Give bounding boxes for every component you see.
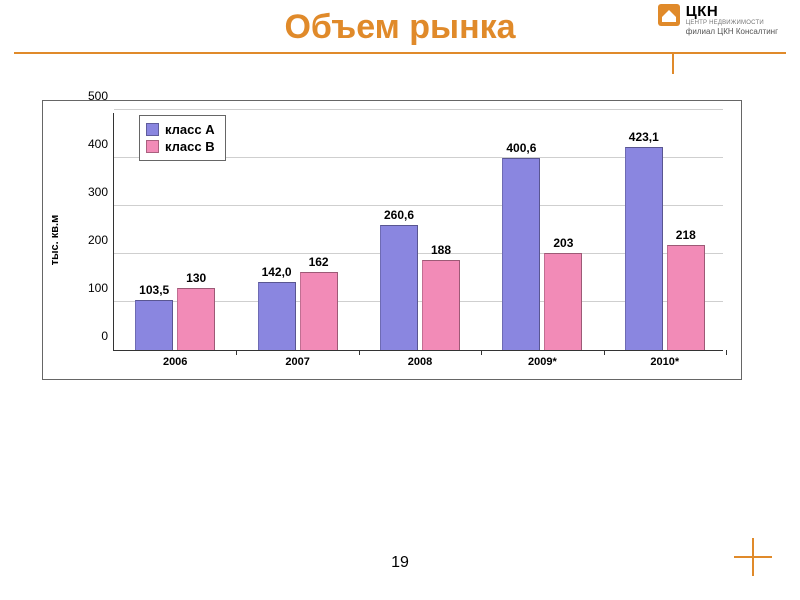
header-vertical-rule xyxy=(672,54,674,74)
logo-sub2-text: филиал ЦКН Консалтинг xyxy=(686,28,778,36)
logo-main-text: ЦКН xyxy=(686,4,778,20)
legend-item: класс А xyxy=(146,122,215,137)
bar: 203 xyxy=(544,253,582,350)
x-tick-mark xyxy=(236,350,237,355)
logo-sub1-text: ЦЕНТР НЕДВИЖИМОСТИ xyxy=(686,20,778,26)
x-tick-mark xyxy=(481,350,482,355)
gridline xyxy=(114,109,723,110)
y-tick-label: 300 xyxy=(88,185,114,199)
brand-logo: ЦКН ЦЕНТР НЕДВИЖИМОСТИ филиал ЦКН Консал… xyxy=(658,4,778,36)
house-icon xyxy=(658,4,680,26)
bar-group: 423,1218 xyxy=(625,147,705,350)
bar: 142,0 xyxy=(258,282,296,350)
y-tick-label: 100 xyxy=(88,281,114,295)
bar: 188 xyxy=(422,260,460,350)
y-axis-label: тыс. кв.м xyxy=(49,215,61,265)
bar-value-label: 400,6 xyxy=(506,141,536,159)
bar-value-label: 423,1 xyxy=(629,130,659,148)
y-tick-label: 500 xyxy=(88,89,114,103)
x-tick-mark xyxy=(359,350,360,355)
bar: 103,5 xyxy=(135,300,173,350)
bar-group: 260,6188 xyxy=(380,225,460,350)
chart-legend: класс А класс В xyxy=(139,115,226,161)
bar: 423,1 xyxy=(625,147,663,350)
bar-value-label: 130 xyxy=(186,271,206,289)
bar-value-label: 218 xyxy=(676,228,696,246)
x-tick-mark xyxy=(726,350,727,355)
x-tick-label: 2009* xyxy=(528,350,557,368)
bar-group: 400,6203 xyxy=(502,158,582,350)
y-tick-label: 400 xyxy=(88,137,114,151)
corner-cross-icon xyxy=(734,538,772,576)
bar-value-label: 188 xyxy=(431,243,451,261)
legend-label: класс В xyxy=(165,139,215,154)
y-tick-label: 200 xyxy=(88,233,114,247)
bar: 162 xyxy=(300,272,338,350)
bar: 130 xyxy=(177,288,215,350)
bar: 218 xyxy=(667,245,705,350)
x-tick-label: 2006 xyxy=(163,350,187,368)
x-tick-label: 2010* xyxy=(650,350,679,368)
legend-item: класс В xyxy=(146,139,215,154)
bar: 260,6 xyxy=(380,225,418,350)
bar-group: 103,5130 xyxy=(135,288,215,350)
market-volume-chart: тыс. кв.м 0100200300400500103,5130200614… xyxy=(42,100,742,380)
legend-swatch xyxy=(146,123,159,136)
bar-value-label: 142,0 xyxy=(262,265,292,283)
y-tick-label: 0 xyxy=(101,329,114,343)
bar-value-label: 260,6 xyxy=(384,208,414,226)
header: Объем рынка ЦКН ЦЕНТР НЕДВИЖИМОСТИ филиа… xyxy=(0,0,800,60)
x-tick-label: 2007 xyxy=(285,350,309,368)
bar-value-label: 203 xyxy=(553,236,573,254)
bar-value-label: 103,5 xyxy=(139,283,169,301)
bar-group: 142,0162 xyxy=(258,272,338,350)
bar: 400,6 xyxy=(502,158,540,350)
legend-label: класс А xyxy=(165,122,215,137)
title-underline xyxy=(14,52,786,54)
page-number: 19 xyxy=(0,554,800,572)
legend-swatch xyxy=(146,140,159,153)
x-tick-label: 2008 xyxy=(408,350,432,368)
x-tick-mark xyxy=(604,350,605,355)
bar-value-label: 162 xyxy=(309,255,329,273)
